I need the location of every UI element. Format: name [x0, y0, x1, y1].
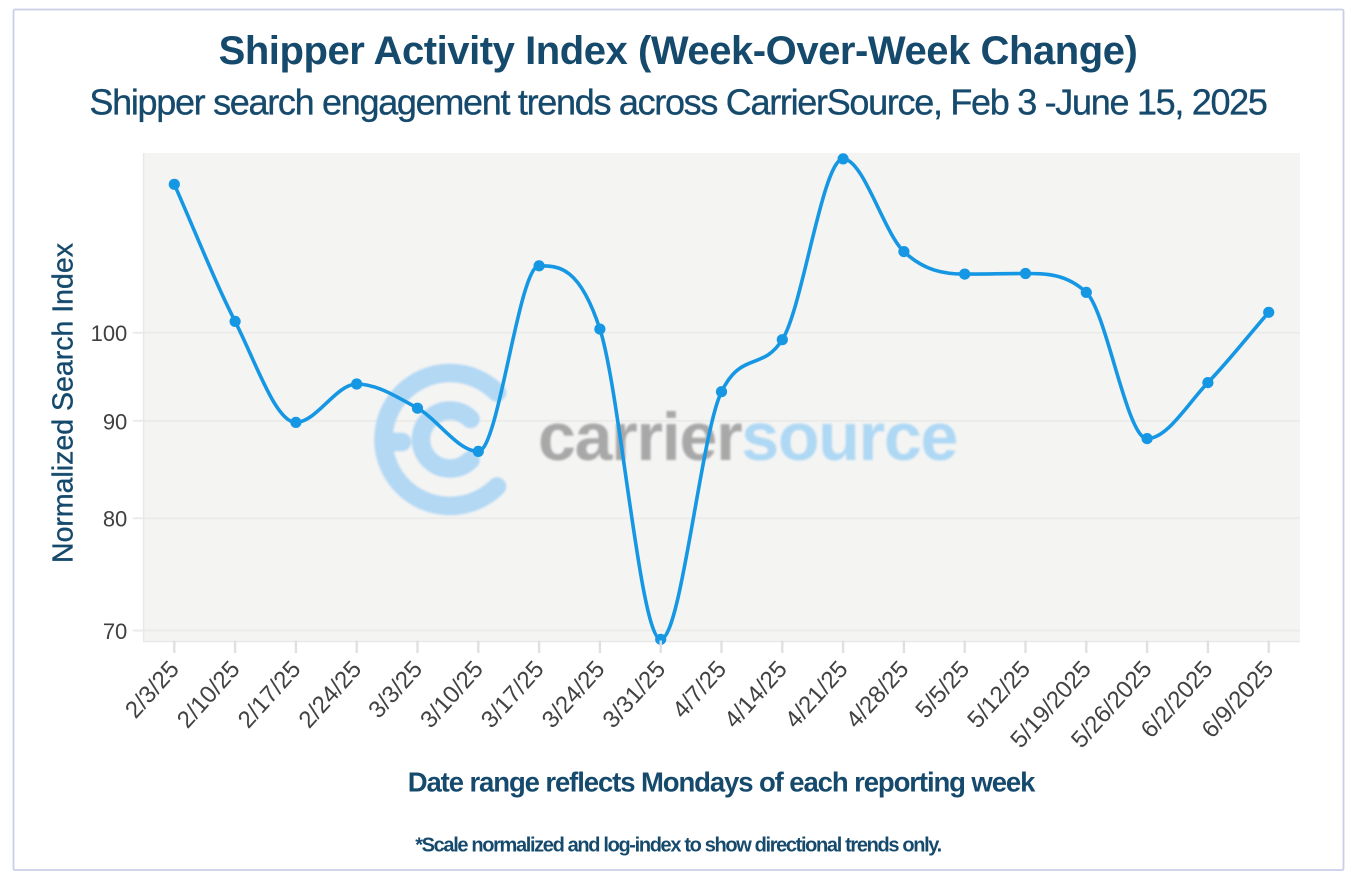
svg-text:100: 100: [91, 321, 128, 346]
svg-text:carriersource: carriersource: [538, 399, 957, 475]
svg-text:Shipper search engagement tren: Shipper search engagement trends across …: [89, 82, 1266, 123]
svg-text:70: 70: [103, 619, 127, 644]
svg-text:90: 90: [103, 409, 127, 434]
svg-text:Date range reflects Mondays of: Date range reflects Mondays of each repo…: [408, 767, 1036, 798]
svg-text:Shipper Activity Index (Week-O: Shipper Activity Index (Week-Over-Week C…: [219, 29, 1138, 73]
svg-text:Normalized Search Index: Normalized Search Index: [48, 243, 80, 563]
svg-text:80: 80: [103, 507, 127, 532]
svg-text:*Scale normalized and log-inde: *Scale normalized and log-index to show …: [415, 835, 941, 857]
